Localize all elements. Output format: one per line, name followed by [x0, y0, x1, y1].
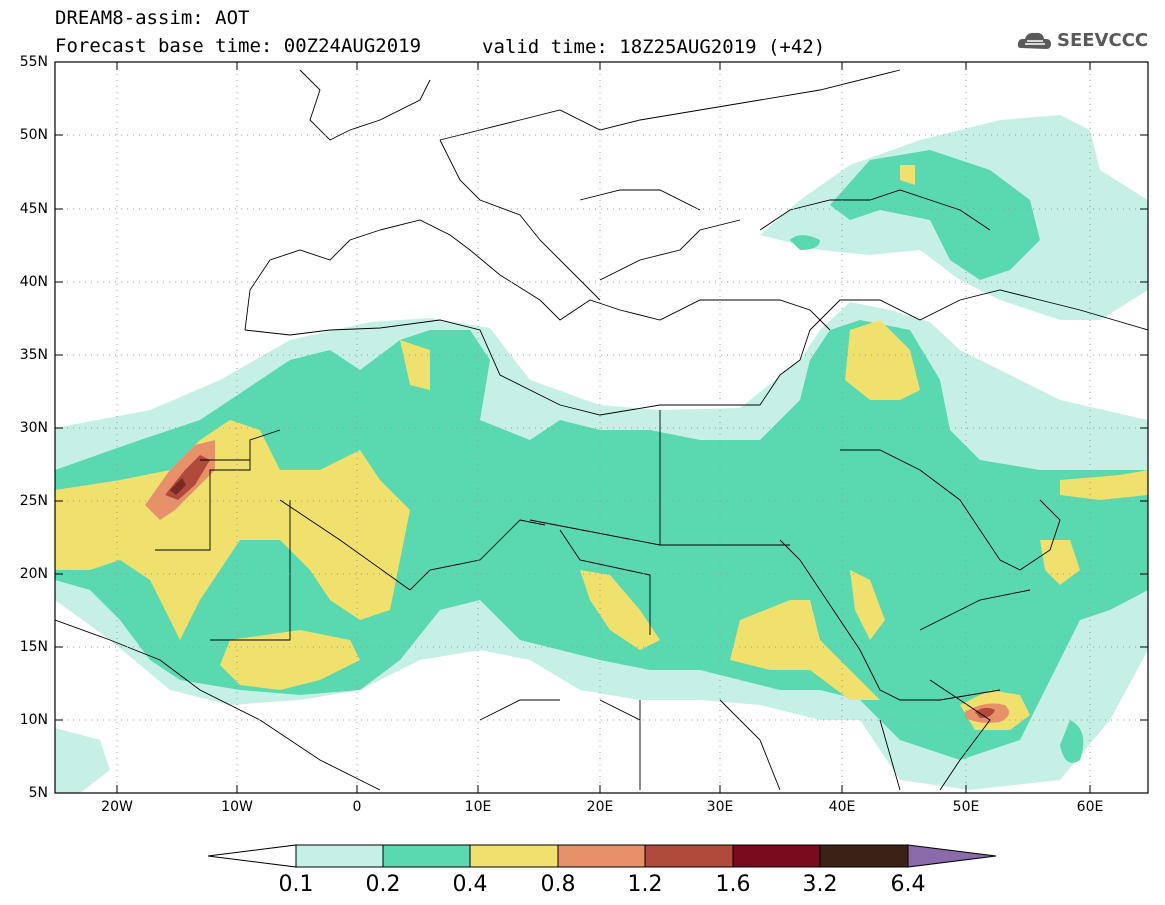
colorbar-label-1.2: 1.2	[627, 872, 663, 897]
lon-label-60e: 60E	[1076, 799, 1104, 815]
lat-label-40n: 40N	[19, 274, 48, 290]
colorbar-label-6.4: 6.4	[890, 872, 926, 897]
axis-ticks	[55, 61, 1148, 794]
title-line1: DREAM8-assim: AOT	[55, 7, 250, 29]
lon-label-50e: 50E	[952, 799, 980, 815]
colorbar-box-4	[557, 844, 646, 868]
cloud-icon	[1017, 32, 1051, 49]
lon-label-30e: 30E	[706, 799, 734, 815]
lat-label-55n: 55N	[19, 54, 48, 70]
aot-level-6	[170, 478, 186, 495]
colorbar-box-3	[469, 844, 559, 868]
lat-label-30n: 30N	[19, 420, 48, 436]
graticule	[55, 62, 1148, 793]
logo-text: SEEVCCC	[1057, 30, 1149, 51]
lat-label-5n: 5N	[28, 785, 48, 801]
lon-label-10e: 10E	[464, 799, 492, 815]
coastlines	[55, 69, 1148, 791]
lat-label-25n: 25N	[19, 493, 48, 509]
lon-label-20w: 20W	[101, 799, 133, 815]
colorbar-label-0.1: 0.1	[278, 872, 314, 897]
colorbar-box-7	[819, 844, 909, 868]
colorbar	[207, 844, 997, 868]
lon-label-10w: 10W	[221, 799, 253, 815]
seevccc-logo: SEEVCCC	[1015, 26, 1155, 56]
colorbar-label-0.2: 0.2	[365, 872, 401, 897]
lon-label-20e: 20E	[586, 799, 614, 815]
lat-label-20n: 20N	[19, 566, 48, 582]
colorbar-over-triangle	[907, 844, 997, 868]
colorbar-label-0.4: 0.4	[452, 872, 488, 897]
colorbar-box-6	[732, 844, 821, 868]
title-valid-time: valid time: 18Z25AUG2019 (+42)	[482, 36, 826, 58]
lon-label-0: 0	[352, 799, 362, 815]
aot-field	[55, 62, 1148, 793]
lat-label-50n: 50N	[19, 127, 48, 143]
colorbar-under-triangle	[207, 844, 297, 868]
colorbar-box-5	[644, 844, 734, 868]
colorbar-box-2	[382, 844, 471, 868]
colorbar-label-0.8: 0.8	[540, 872, 576, 897]
lat-label-15n: 15N	[19, 639, 48, 655]
lat-label-45n: 45N	[19, 201, 48, 217]
colorbar-label-3.2: 3.2	[802, 872, 838, 897]
lon-label-40e: 40E	[828, 799, 856, 815]
lat-label-10n: 10N	[19, 712, 48, 728]
colorbar-label-1.6: 1.6	[715, 872, 751, 897]
lat-label-35n: 35N	[19, 347, 48, 363]
colorbar-box-1	[295, 844, 384, 868]
title-base-time: Forecast base time: 00Z24AUG2019	[55, 35, 422, 57]
